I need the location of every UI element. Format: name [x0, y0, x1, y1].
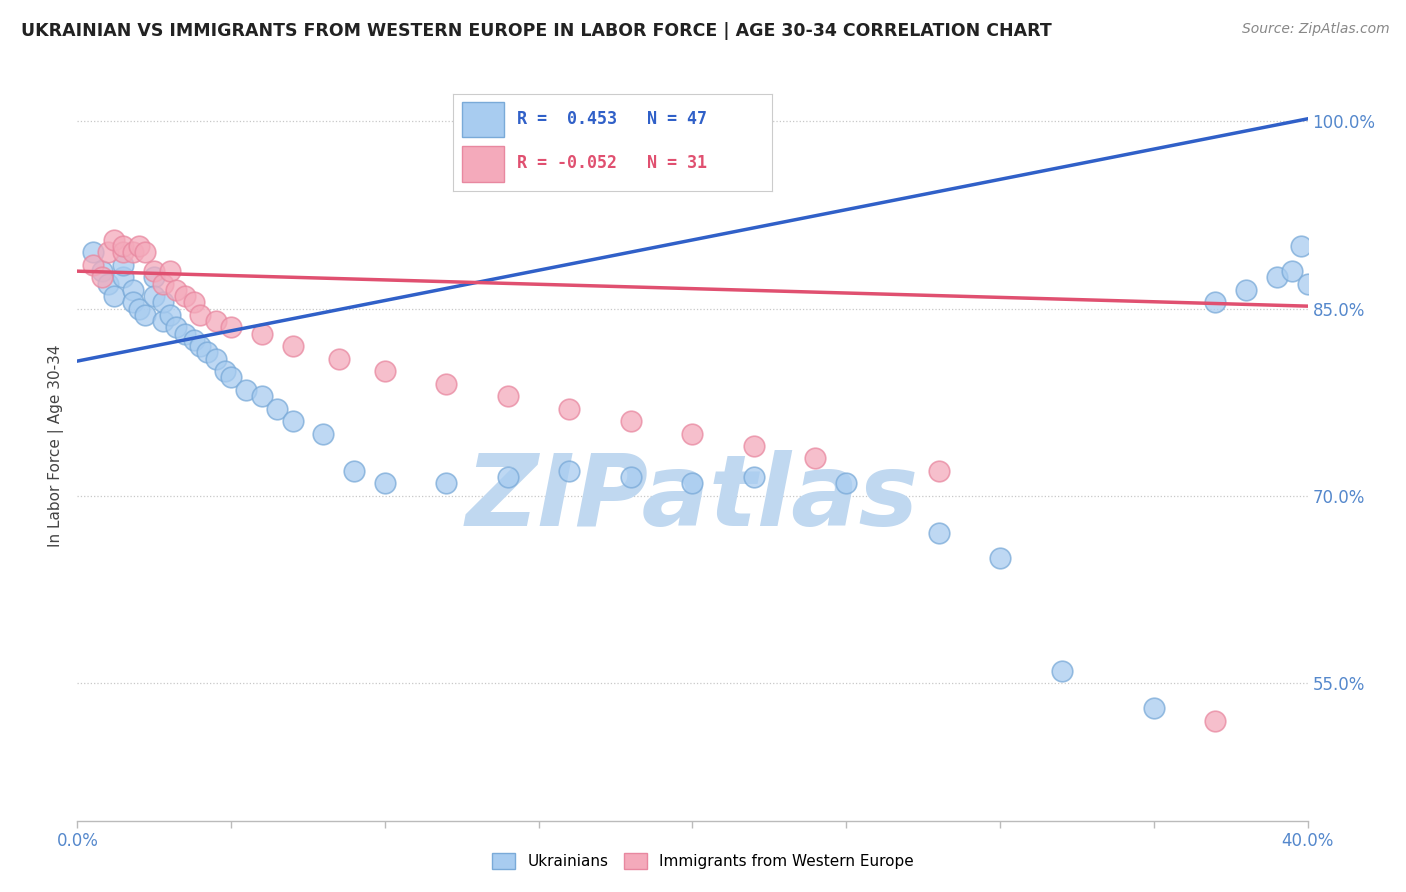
- Point: [103, 289, 125, 303]
- Point: [128, 239, 150, 253]
- Point: [90, 270, 114, 285]
- Point: [312, 426, 335, 441]
- Point: [90, 264, 114, 278]
- Point: [82, 258, 104, 272]
- Point: [928, 526, 950, 541]
- Point: [219, 370, 242, 384]
- Point: [97, 245, 120, 260]
- Point: [436, 376, 458, 391]
- Text: Source: ZipAtlas.com: Source: ZipAtlas.com: [1241, 22, 1389, 37]
- Point: [152, 295, 174, 310]
- Point: [328, 351, 350, 366]
- Legend: Ukrainians, Immigrants from Western Europe: Ukrainians, Immigrants from Western Euro…: [486, 847, 920, 875]
- Point: [620, 470, 643, 484]
- Point: [183, 333, 205, 347]
- Point: [496, 470, 519, 484]
- Point: [804, 451, 827, 466]
- Point: [159, 308, 181, 322]
- Point: [1204, 295, 1226, 310]
- Point: [165, 283, 187, 297]
- Point: [143, 264, 166, 278]
- Point: [988, 551, 1011, 566]
- Point: [281, 339, 304, 353]
- Point: [143, 289, 166, 303]
- Point: [121, 295, 143, 310]
- Point: [281, 414, 304, 428]
- Point: [103, 233, 125, 247]
- Point: [1291, 239, 1313, 253]
- Point: [928, 464, 950, 478]
- Point: [143, 270, 166, 285]
- Point: [188, 308, 212, 322]
- Point: [188, 339, 212, 353]
- Point: [121, 283, 143, 297]
- Point: [682, 426, 704, 441]
- Point: [82, 245, 104, 260]
- Point: [1050, 664, 1073, 678]
- Point: [496, 389, 519, 403]
- Point: [742, 439, 765, 453]
- Point: [343, 464, 366, 478]
- Point: [174, 326, 197, 341]
- Point: [250, 326, 273, 341]
- Y-axis label: In Labor Force | Age 30-34: In Labor Force | Age 30-34: [48, 344, 65, 548]
- Point: [174, 289, 197, 303]
- Point: [1234, 283, 1257, 297]
- Point: [835, 476, 858, 491]
- Point: [219, 320, 242, 334]
- Point: [558, 401, 581, 416]
- Point: [620, 414, 643, 428]
- Point: [204, 314, 226, 328]
- Point: [152, 277, 174, 291]
- Point: [374, 476, 396, 491]
- Point: [134, 245, 156, 260]
- Point: [235, 383, 257, 397]
- Point: [1265, 270, 1288, 285]
- Point: [152, 314, 174, 328]
- Point: [436, 476, 458, 491]
- Point: [165, 320, 187, 334]
- Point: [121, 245, 143, 260]
- Point: [266, 401, 288, 416]
- Point: [214, 364, 236, 378]
- Point: [742, 470, 765, 484]
- Point: [1281, 264, 1303, 278]
- Point: [374, 364, 396, 378]
- Point: [159, 264, 181, 278]
- Point: [250, 389, 273, 403]
- Point: [1204, 714, 1226, 728]
- Point: [682, 476, 704, 491]
- Point: [112, 258, 135, 272]
- Text: ZIPatlas: ZIPatlas: [465, 450, 920, 547]
- Point: [195, 345, 218, 359]
- Point: [112, 245, 135, 260]
- Point: [558, 464, 581, 478]
- Point: [112, 239, 135, 253]
- Point: [1296, 277, 1319, 291]
- Point: [134, 308, 156, 322]
- Point: [112, 270, 135, 285]
- Point: [183, 295, 205, 310]
- Text: UKRAINIAN VS IMMIGRANTS FROM WESTERN EUROPE IN LABOR FORCE | AGE 30-34 CORRELATI: UKRAINIAN VS IMMIGRANTS FROM WESTERN EUR…: [21, 22, 1052, 40]
- Point: [204, 351, 226, 366]
- Point: [1143, 701, 1166, 715]
- Point: [97, 277, 120, 291]
- Point: [128, 301, 150, 316]
